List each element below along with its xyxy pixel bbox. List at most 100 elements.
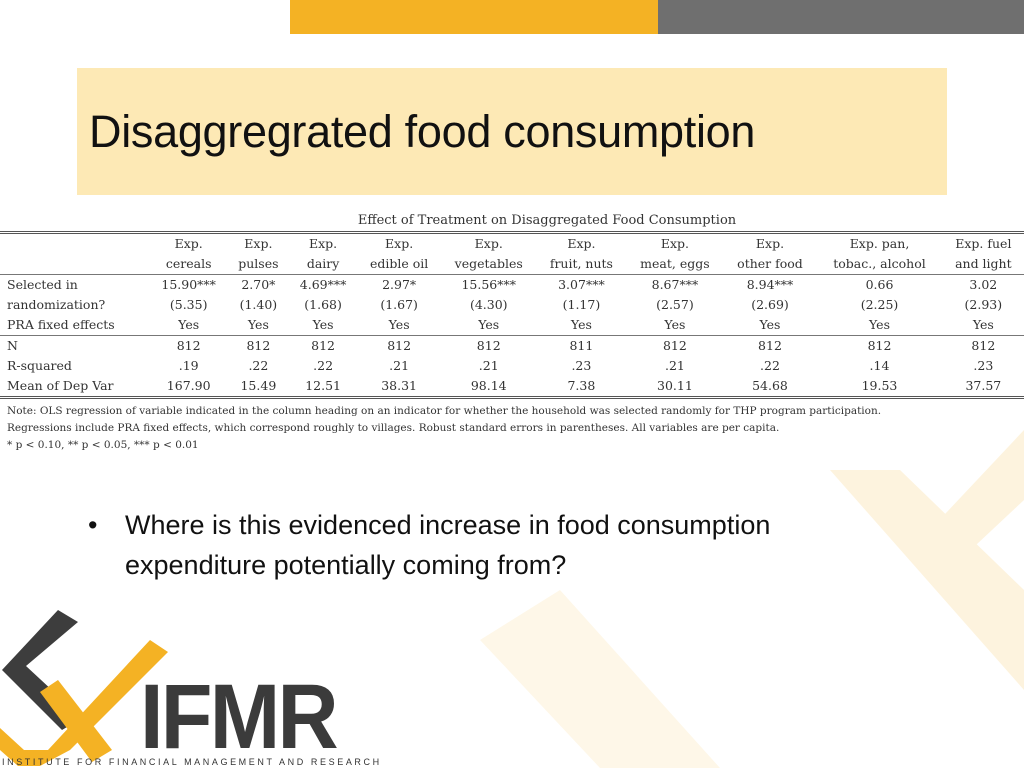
header-stub — [0, 254, 150, 275]
table-cell: .21 — [664, 358, 685, 373]
table-cell: 37.57 — [965, 378, 1002, 393]
table-cell: 12.51 — [305, 378, 341, 393]
table-cell: .22 — [760, 358, 780, 373]
header-cell: cereals — [149, 254, 229, 275]
header-cell: tobac., alcohol — [816, 254, 943, 275]
table-cell: 812 — [971, 338, 996, 353]
table-cell: .14 — [869, 358, 890, 373]
table-cell: (1.67) — [380, 297, 418, 312]
table-cell: Yes — [440, 315, 537, 336]
table-caption: Effect of Treatment on Disaggregated Foo… — [357, 213, 737, 228]
header-cell: fruit, nuts — [536, 254, 627, 275]
header-cell: Exp. — [567, 236, 596, 251]
table-cell: 812 — [176, 338, 201, 353]
top-accent-bar-gray — [658, 0, 1024, 34]
table-cell: 2.97* — [382, 277, 417, 292]
table-cell: 38.31 — [381, 378, 418, 393]
table-cell: Yes — [288, 315, 358, 336]
table-cell: 812 — [476, 338, 501, 353]
header-cell: pulses — [228, 254, 289, 275]
header-stub — [0, 233, 149, 255]
table-cell: 2.70* — [241, 277, 276, 292]
regression-table: Exp. Exp. Exp. Exp. Exp. Exp. Exp. Exp. … — [0, 231, 1024, 399]
header-cell: Exp. — [660, 236, 689, 251]
table-note-line: Note: OLS regression of variable indicat… — [7, 405, 882, 417]
bullet-text: Where is this evidenced increase in food… — [125, 510, 771, 580]
table-cell: .22 — [248, 358, 269, 373]
table-cell: (2.57) — [656, 297, 694, 312]
table-cell: Yes — [626, 315, 724, 336]
table-cell: 30.11 — [657, 378, 693, 393]
table-cell: (2.25) — [860, 297, 899, 312]
table-cell: .23 — [973, 358, 994, 373]
row-label: Selected in — [7, 277, 78, 292]
table-cell: Yes — [723, 315, 817, 336]
row-label: R-squared — [7, 358, 72, 373]
table-cell: 811 — [569, 338, 594, 353]
header-cell: Exp. — [474, 236, 503, 251]
ifmr-logo-mark — [0, 610, 168, 766]
table-cell: (5.35) — [169, 297, 208, 312]
regression-table-figure: Effect of Treatment on Disaggregated Foo… — [0, 211, 1024, 454]
header-cell: edible oil — [357, 254, 441, 275]
header-cell: other food — [723, 254, 817, 275]
header-cell: and light — [942, 254, 1024, 275]
table-cell: .21 — [478, 358, 499, 373]
table-cell: 812 — [311, 338, 336, 353]
table-cell: (4.30) — [469, 297, 508, 312]
table-cell: 812 — [662, 338, 687, 353]
row-label: PRA fixed effects — [0, 315, 150, 336]
table-cell: Yes — [536, 315, 627, 336]
table-cell: 8.94*** — [746, 277, 794, 292]
row-label: randomization? — [7, 297, 106, 312]
header-cell: Exp. — [244, 236, 273, 251]
table-row: N 812 812 812 812 812 811 812 812 812 81… — [0, 336, 1024, 357]
table-cell: 812 — [246, 338, 271, 353]
table-cell: 15.49 — [240, 378, 277, 393]
row-label: Mean of Dep Var — [7, 378, 114, 393]
table-cell: 0.66 — [865, 277, 894, 292]
logo-tagline: INSTITUTE FOR FINANCIAL MANAGEMENT AND R… — [2, 757, 382, 767]
table-cell: 812 — [867, 338, 892, 353]
table-cell: (2.69) — [751, 297, 789, 312]
logo-wordmark: IFMR — [140, 666, 339, 768]
table-cell: .19 — [178, 358, 199, 373]
table-cell: 15.90*** — [161, 277, 216, 292]
header-cell: Exp. pan, — [849, 236, 910, 251]
table-row: Selected in 15.90*** 2.70* 4.69*** 2.97*… — [0, 275, 1024, 296]
table-note-line: * p < 0.10, ** p < 0.05, *** p < 0.01 — [7, 439, 199, 451]
header-row-top: Exp. Exp. Exp. Exp. Exp. Exp. Exp. Exp. … — [0, 233, 1024, 255]
table-notes: Note: OLS regression of variable indicat… — [0, 403, 1024, 454]
header-cell: Exp. fuel — [955, 236, 1012, 251]
table-note-line: Regressions include PRA fixed effects, w… — [7, 422, 780, 434]
table-cell: .22 — [313, 358, 334, 373]
table-row: R-squared .19 .22 .22 .21 .21 .23 .21 .2… — [0, 356, 1024, 376]
header-cell: Exp. — [385, 236, 414, 251]
table-cell: (1.17) — [562, 297, 601, 312]
table-row: randomization? (5.35) (1.40) (1.68) (1.6… — [0, 295, 1024, 315]
table-cell: 15.56*** — [461, 277, 516, 292]
table-cell: 3.02 — [969, 277, 998, 292]
row-label: N — [7, 338, 18, 353]
header-cell: Exp. — [174, 236, 203, 251]
table-cell: 812 — [387, 338, 412, 353]
table-cell: Yes — [149, 315, 229, 336]
table-cell: 812 — [758, 338, 782, 353]
table-cell: Yes — [816, 315, 943, 336]
table-cell: 4.69*** — [299, 277, 347, 292]
table-cell: (1.68) — [304, 297, 342, 312]
table-cell: 167.90 — [166, 378, 211, 393]
table-cell: .21 — [389, 358, 410, 373]
table-cell: Yes — [228, 315, 289, 336]
header-cell: Exp. — [309, 236, 338, 251]
table-row: Mean of Dep Var 167.90 15.49 12.51 38.31… — [0, 376, 1024, 398]
header-cell: meat, eggs — [626, 254, 724, 275]
table-row: PRA fixed effects Yes Yes Yes Yes Yes Ye… — [0, 315, 1024, 336]
table-cell: (1.40) — [239, 297, 278, 312]
title-box: Disaggregrated food consumption — [77, 68, 947, 195]
header-cell: vegetables — [440, 254, 537, 275]
table-cell: (2.93) — [964, 297, 1003, 312]
table-cell: 54.68 — [752, 378, 788, 393]
table-cell: Yes — [942, 315, 1024, 336]
table-cell: .23 — [571, 358, 592, 373]
